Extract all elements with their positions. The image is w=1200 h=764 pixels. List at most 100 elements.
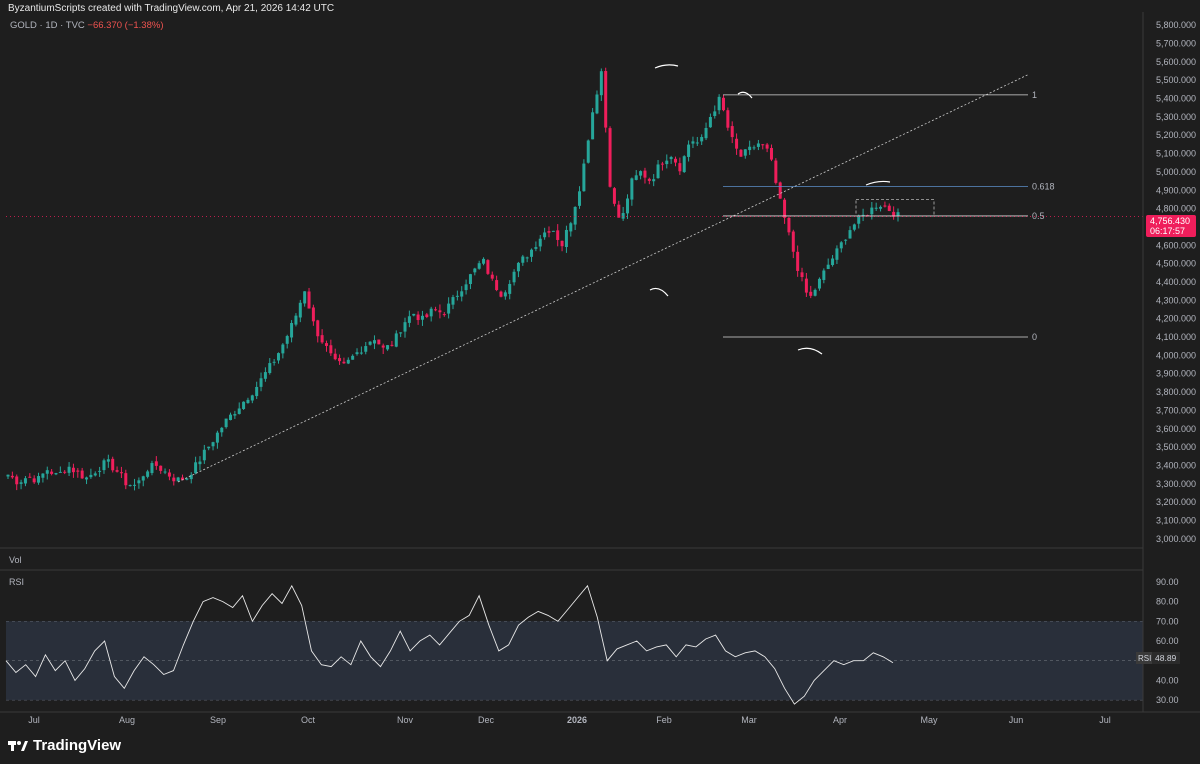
- price-tick-label: 3,500.000: [1156, 442, 1196, 452]
- candle-body: [63, 471, 67, 473]
- price-tick-label: 4,000.000: [1156, 350, 1196, 360]
- price-tick-label: 4,600.000: [1156, 240, 1196, 250]
- candle-body: [730, 126, 734, 138]
- candle-body: [822, 270, 826, 280]
- candle-body: [809, 291, 813, 296]
- candle-body: [870, 207, 874, 215]
- candle-body: [167, 472, 171, 477]
- tradingview-logo-icon: [8, 740, 28, 751]
- candle-body: [76, 470, 80, 472]
- candle-body: [250, 395, 254, 401]
- candle-body: [163, 471, 167, 473]
- candle-body: [324, 343, 328, 346]
- candle-body: [211, 442, 215, 447]
- symbol-legend[interactable]: GOLD · 1D · TVC −66.370 (−1.38%): [10, 20, 163, 31]
- candle-body: [338, 358, 342, 362]
- price-tick-label: 3,600.000: [1156, 424, 1196, 434]
- candle-body: [268, 363, 272, 373]
- candle-body: [591, 112, 595, 140]
- candle-body: [106, 459, 110, 462]
- candle-body: [390, 344, 394, 346]
- swing-marker: [797, 347, 823, 355]
- time-tick-label: Jun: [1009, 715, 1024, 725]
- candle-body: [665, 160, 669, 165]
- candle-body: [857, 215, 861, 224]
- candle-body: [678, 163, 682, 172]
- candle-body: [460, 291, 464, 297]
- candle-body: [41, 473, 45, 478]
- candle-body: [560, 240, 564, 247]
- candle-body: [429, 308, 433, 317]
- swing-marker: [865, 180, 891, 186]
- candle-body: [582, 163, 586, 192]
- time-tick-label: Aug: [119, 715, 135, 725]
- candle-body: [844, 239, 848, 241]
- candle-body: [608, 128, 612, 187]
- candle-body: [787, 217, 791, 233]
- candle-body: [442, 314, 446, 316]
- axes: 5,800.000 5,700.000 5,600.000 5,500.000 5,40…: [28, 20, 1196, 725]
- candle-body: [102, 460, 106, 471]
- price-tick-label: 5,600.000: [1156, 57, 1196, 67]
- price-tick-label: 5,300.000: [1156, 112, 1196, 122]
- candle-body: [355, 352, 359, 355]
- candle-body: [704, 127, 708, 139]
- candle-body: [477, 263, 481, 269]
- candle-body: [813, 289, 817, 296]
- candle-body: [817, 278, 821, 289]
- candle-body: [791, 231, 795, 252]
- time-tick-label: Nov: [397, 715, 414, 725]
- candle-body: [530, 249, 534, 257]
- price-tick-label: 4,200.000: [1156, 314, 1196, 324]
- candle-body: [708, 117, 712, 128]
- price-tick-label: 3,800.000: [1156, 387, 1196, 397]
- candle-body: [45, 470, 49, 474]
- candle-body: [695, 142, 699, 144]
- candle-body: [15, 476, 19, 485]
- candle-body: [229, 414, 232, 421]
- candle-body: [233, 414, 237, 416]
- candle-body: [647, 178, 651, 181]
- candle-body: [425, 314, 429, 318]
- candles: [6, 67, 900, 491]
- candle-body: [604, 71, 608, 128]
- time-tick-label: Jul: [1099, 715, 1111, 725]
- candle-body: [495, 280, 499, 291]
- candle-body: [93, 473, 97, 476]
- candle-body: [521, 256, 525, 263]
- candle-body: [23, 478, 27, 484]
- candle-body: [215, 432, 219, 443]
- candle-body: [691, 141, 695, 144]
- rsi-pane-label: RSI: [9, 577, 24, 587]
- candle-body: [700, 137, 704, 142]
- candle-body: [564, 229, 568, 247]
- price-tick-label: 4,400.000: [1156, 277, 1196, 287]
- last-price-tag: 4,756.430 06:17:57: [1146, 215, 1196, 237]
- candle-body: [146, 471, 150, 477]
- candle-body: [377, 339, 381, 345]
- rsi-tick-label: 40.00: [1156, 675, 1179, 685]
- tradingview-logo[interactable]: TradingView: [8, 737, 121, 754]
- rsi-tick-label: 70.00: [1156, 616, 1179, 626]
- candle-body: [508, 283, 512, 294]
- fib-level-label: 0.5: [1032, 211, 1045, 221]
- candle-body: [246, 399, 250, 404]
- price-tick-label: 3,100.000: [1156, 515, 1196, 525]
- candle-body: [115, 470, 119, 472]
- candle-body: [682, 156, 686, 173]
- candle-body: [386, 345, 390, 350]
- price-tick-label: 4,800.000: [1156, 204, 1196, 214]
- rsi-line: [5, 584, 894, 705]
- candle-body: [674, 158, 677, 163]
- candle-body: [303, 291, 307, 304]
- candle-body: [451, 297, 455, 305]
- candle-body: [543, 232, 547, 238]
- price-tick-label: 4,500.000: [1156, 259, 1196, 269]
- rsi-tick-label: 60.00: [1156, 636, 1179, 646]
- candle-body: [896, 212, 900, 216]
- candle-body: [634, 175, 638, 180]
- price-tick-label: 3,200.000: [1156, 497, 1196, 507]
- chart-credit: ByzantiumScripts created with TradingVie…: [8, 3, 335, 14]
- candle-body: [473, 268, 477, 273]
